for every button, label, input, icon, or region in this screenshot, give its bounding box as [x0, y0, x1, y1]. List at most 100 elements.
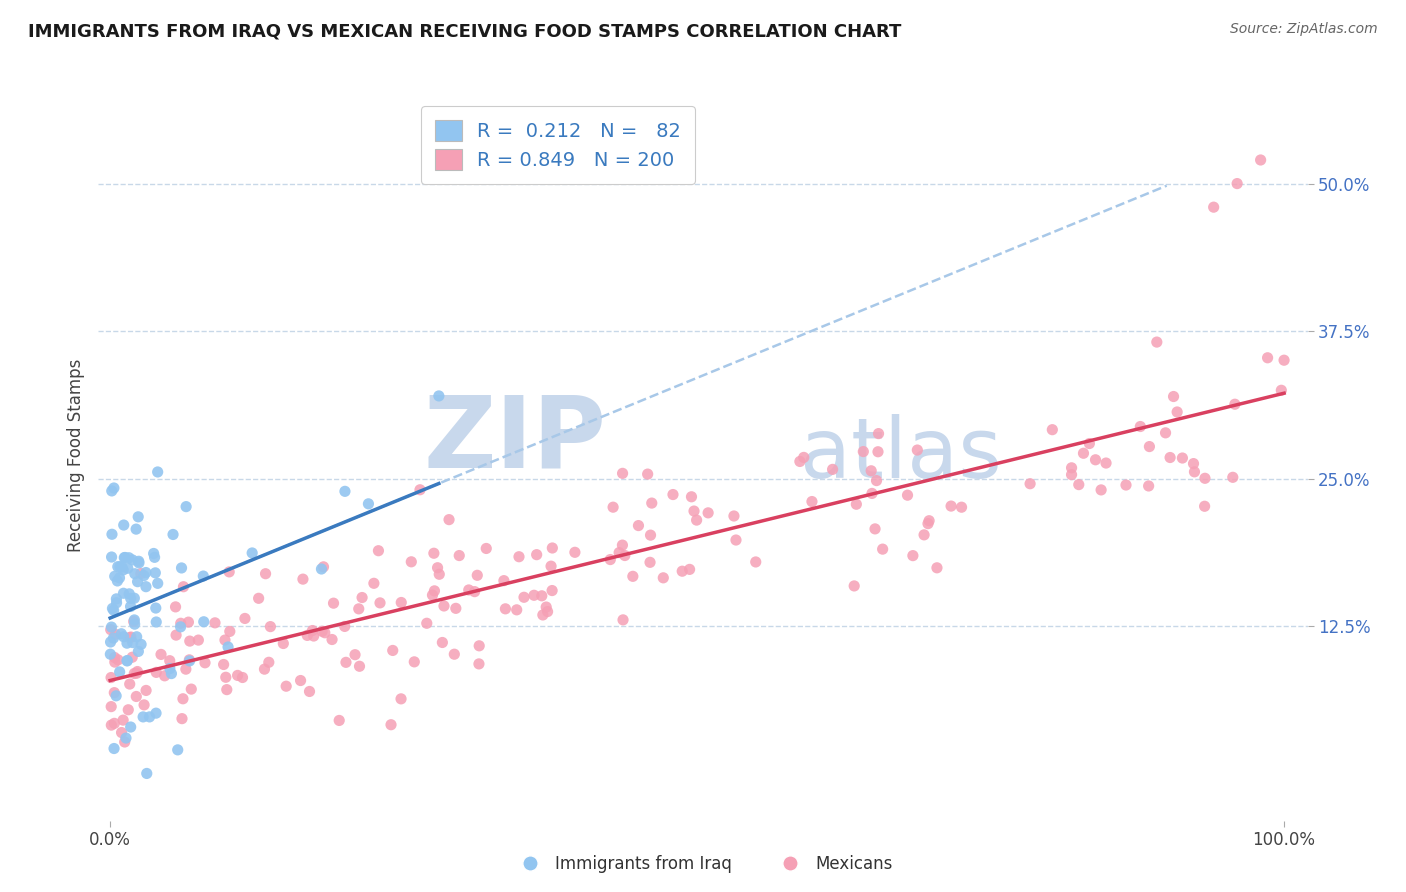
- Point: [103, 481, 125, 495]
- Point: [101, 601, 124, 615]
- Point: [115, 731, 138, 745]
- Point: [179, 634, 201, 648]
- Point: [333, 484, 356, 499]
- Point: [298, 684, 321, 698]
- Point: [103, 650, 125, 665]
- Point: [860, 464, 883, 478]
- Point: [671, 564, 693, 578]
- Point: [896, 488, 918, 502]
- Point: [120, 720, 142, 734]
- Point: [240, 546, 263, 560]
- Point: [433, 599, 456, 613]
- Point: [800, 494, 823, 508]
- Point: [1084, 452, 1107, 467]
- Point: [257, 655, 280, 669]
- Point: [404, 655, 426, 669]
- Point: [1272, 353, 1295, 368]
- Point: [1166, 405, 1188, 419]
- Point: [118, 677, 141, 691]
- Point: [602, 500, 624, 515]
- Point: [1270, 384, 1292, 398]
- Point: [301, 624, 323, 638]
- Point: [214, 633, 236, 648]
- Point: [121, 553, 143, 567]
- Point: [101, 527, 124, 541]
- Point: [193, 569, 215, 583]
- Point: [1060, 460, 1083, 475]
- Point: [531, 607, 554, 622]
- Point: [432, 635, 454, 649]
- Point: [637, 467, 659, 481]
- Point: [468, 657, 491, 671]
- Point: [468, 639, 491, 653]
- Point: [322, 596, 344, 610]
- Point: [276, 679, 298, 693]
- Point: [1184, 465, 1206, 479]
- Point: [194, 656, 217, 670]
- Point: [344, 648, 367, 662]
- Point: [132, 698, 155, 712]
- Point: [108, 571, 131, 585]
- Point: [1154, 425, 1177, 440]
- Point: [681, 490, 703, 504]
- Point: [872, 542, 894, 557]
- Point: [508, 549, 530, 564]
- Point: [678, 562, 700, 576]
- Point: [1222, 470, 1244, 484]
- Point: [174, 662, 197, 676]
- Point: [638, 555, 661, 569]
- Point: [120, 591, 142, 606]
- Point: [169, 620, 191, 634]
- Point: [217, 640, 239, 654]
- Point: [100, 718, 122, 732]
- Point: [129, 566, 152, 581]
- Point: [121, 650, 143, 665]
- Point: [536, 605, 558, 619]
- Point: [135, 766, 157, 780]
- Point: [150, 648, 173, 662]
- Point: [328, 714, 350, 728]
- Point: [159, 661, 181, 675]
- Point: [599, 552, 621, 566]
- Point: [389, 691, 412, 706]
- Point: [918, 514, 941, 528]
- Point: [215, 670, 238, 684]
- Point: [138, 710, 160, 724]
- Point: [159, 654, 181, 668]
- Point: [311, 562, 333, 576]
- Point: [621, 569, 644, 583]
- Point: [233, 611, 256, 625]
- Point: [352, 591, 374, 605]
- Point: [160, 666, 183, 681]
- Point: [103, 686, 125, 700]
- Legend: Immigrants from Iraq, Mexicans: Immigrants from Iraq, Mexicans: [506, 848, 900, 880]
- Point: [1115, 478, 1137, 492]
- Point: [523, 588, 546, 602]
- Point: [212, 657, 235, 672]
- Point: [444, 601, 467, 615]
- Point: [273, 636, 295, 650]
- Point: [118, 587, 141, 601]
- Point: [103, 716, 125, 731]
- Point: [118, 550, 141, 565]
- Point: [423, 583, 446, 598]
- Point: [866, 444, 889, 458]
- Point: [104, 569, 127, 583]
- Point: [112, 550, 135, 565]
- Point: [291, 572, 314, 586]
- Point: [107, 653, 129, 667]
- Point: [128, 554, 150, 568]
- Point: [950, 500, 973, 515]
- Point: [613, 549, 636, 563]
- Point: [172, 580, 194, 594]
- Point: [135, 580, 157, 594]
- Point: [103, 741, 125, 756]
- Point: [381, 643, 404, 657]
- Point: [145, 615, 167, 629]
- Point: [146, 465, 169, 479]
- Point: [612, 538, 634, 552]
- Point: [118, 631, 141, 645]
- Point: [506, 603, 529, 617]
- Point: [110, 626, 132, 640]
- Text: IMMIGRANTS FROM IRAQ VS MEXICAN RECEIVING FOOD STAMPS CORRELATION CHART: IMMIGRANTS FROM IRAQ VS MEXICAN RECEIVIN…: [28, 22, 901, 40]
